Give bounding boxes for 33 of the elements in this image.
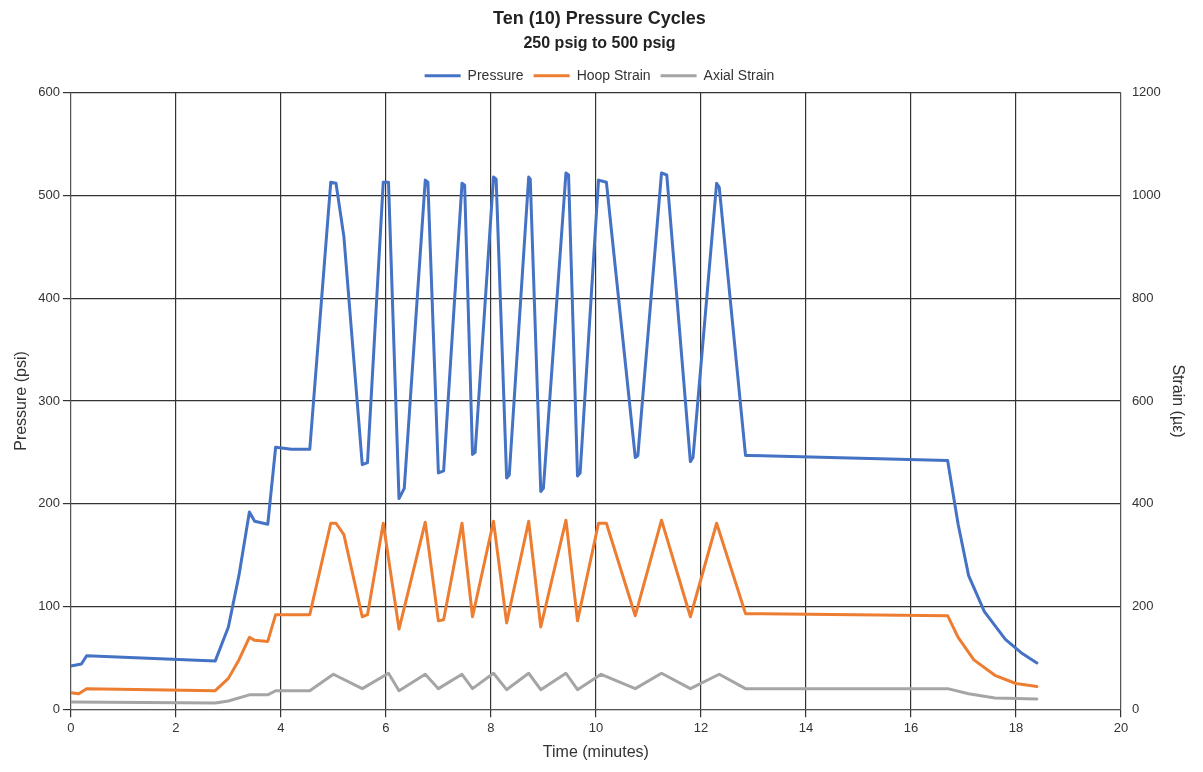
y2-tick-label: 1200: [1131, 84, 1161, 100]
y2-tick-label: 0: [1131, 700, 1140, 716]
chart-subtitle: 250 psig to 500 psig: [523, 33, 676, 51]
x-tick-label: 6: [382, 719, 390, 735]
x-tick-label: 2: [172, 719, 180, 735]
x-tick-label: 8: [487, 719, 495, 735]
legend-label: Hoop Strain: [576, 66, 651, 83]
y-tick-label: 100: [38, 598, 60, 614]
y-tick-label: 500: [38, 187, 60, 203]
x-tick-label: 10: [588, 719, 604, 735]
y-tick-label: 600: [38, 84, 60, 100]
y2-tick-label: 600: [1131, 392, 1154, 408]
x-tick-label: 20: [1113, 719, 1129, 735]
y2-tick-label: 200: [1131, 598, 1154, 614]
legend-label: Pressure: [467, 66, 524, 83]
legend-label: Axial Strain: [703, 66, 775, 83]
y2-axis-title: Strain (µε): [1169, 364, 1187, 438]
y2-tick-label: 800: [1131, 289, 1154, 305]
y-tick-label: 300: [38, 392, 60, 408]
x-tick-label: 0: [67, 719, 75, 735]
y-tick-label: 0: [52, 700, 60, 716]
x-tick-label: 4: [277, 719, 285, 735]
chart-title: Ten (10) Pressure Cycles: [493, 7, 706, 28]
x-tick-label: 14: [798, 719, 814, 735]
y2-tick-label: 400: [1131, 495, 1154, 511]
y-tick-label: 200: [38, 495, 60, 511]
y-tick-label: 400: [38, 289, 60, 305]
y-axis-title: Pressure (psi): [12, 351, 30, 451]
x-tick-label: 12: [693, 719, 709, 735]
y2-tick-label: 1000: [1131, 187, 1161, 203]
x-axis-title: Time (minutes): [542, 742, 649, 760]
x-tick-label: 18: [1008, 719, 1024, 735]
x-tick-label: 16: [903, 719, 919, 735]
